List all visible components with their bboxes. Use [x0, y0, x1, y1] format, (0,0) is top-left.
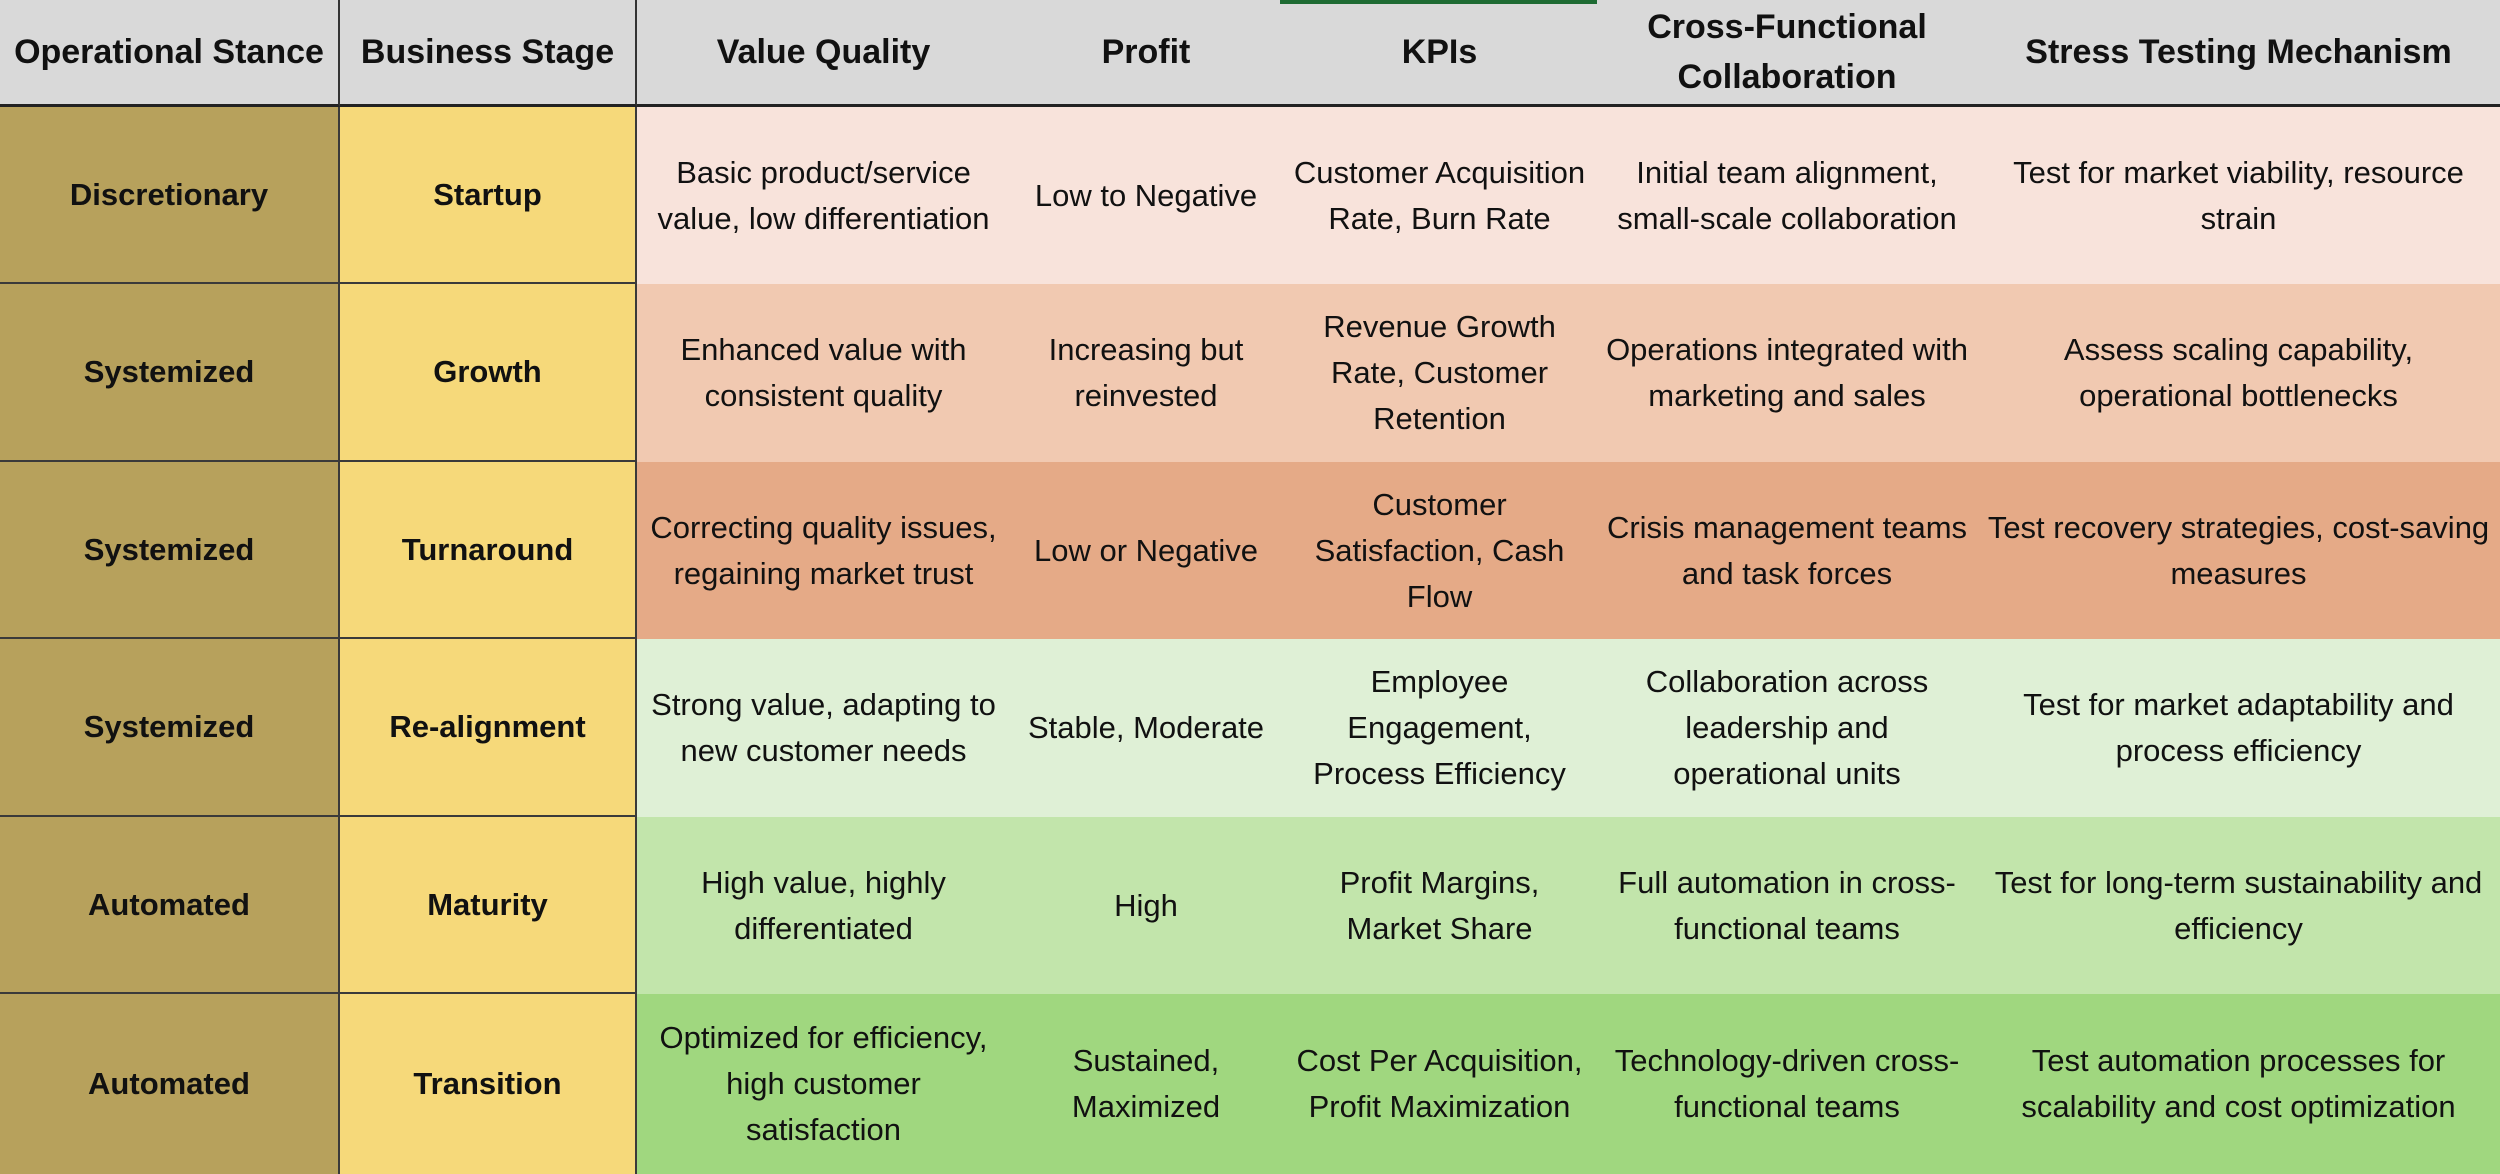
cell-collaboration-1[interactable]: Operations integrated with marketing and…	[1597, 284, 1977, 462]
header-operational-stance[interactable]: Operational Stance	[0, 0, 340, 107]
header-profit[interactable]: Profit	[1010, 0, 1282, 107]
cell-stress-testing-3[interactable]: Test for market adaptability and process…	[1977, 639, 2500, 817]
header-kpis[interactable]: KPIs	[1282, 0, 1597, 107]
cell-stance-3[interactable]: Systemized	[0, 639, 340, 817]
cell-stress-testing-1[interactable]: Assess scaling capability, operational b…	[1977, 284, 2500, 462]
cell-kpis-4[interactable]: Profit Margins, Market Share	[1282, 817, 1597, 994]
cell-profit-3[interactable]: Stable, Moderate	[1010, 639, 1282, 817]
cell-collaboration-5[interactable]: Technology-driven cross-functional teams	[1597, 994, 1977, 1174]
cell-kpis-2[interactable]: Customer Satisfaction, Cash Flow	[1282, 462, 1597, 639]
cell-stance-5[interactable]: Automated	[0, 994, 340, 1174]
cell-stress-testing-4[interactable]: Test for long-term sustainability and ef…	[1977, 817, 2500, 994]
cell-value-quality-2[interactable]: Correcting quality issues, regaining mar…	[637, 462, 1010, 639]
cell-collaboration-3[interactable]: Collaboration across leadership and oper…	[1597, 639, 1977, 817]
cell-profit-2[interactable]: Low or Negative	[1010, 462, 1282, 639]
cell-collaboration-0[interactable]: Initial team alignment, small-scale coll…	[1597, 107, 1977, 284]
cell-stress-testing-2[interactable]: Test recovery strategies, cost-saving me…	[1977, 462, 2500, 639]
cell-stance-0[interactable]: Discretionary	[0, 107, 340, 284]
cell-stance-2[interactable]: Systemized	[0, 462, 340, 639]
cell-collaboration-4[interactable]: Full automation in cross-functional team…	[1597, 817, 1977, 994]
cell-stage-5[interactable]: Transition	[340, 994, 637, 1174]
cell-stage-3[interactable]: Re-alignment	[340, 639, 637, 817]
cell-value-quality-1[interactable]: Enhanced value with consistent quality	[637, 284, 1010, 462]
cell-kpis-3[interactable]: Employee Engagement, Process Efficiency	[1282, 639, 1597, 817]
cell-stage-2[interactable]: Turnaround	[340, 462, 637, 639]
cell-profit-0[interactable]: Low to Negative	[1010, 107, 1282, 284]
cell-stage-4[interactable]: Maturity	[340, 817, 637, 994]
cell-value-quality-5[interactable]: Optimized for efficiency, high customer …	[637, 994, 1010, 1174]
cell-kpis-5[interactable]: Cost Per Acquisition, Profit Maximizatio…	[1282, 994, 1597, 1174]
cell-value-quality-3[interactable]: Strong value, adapting to new customer n…	[637, 639, 1010, 817]
cell-kpis-0[interactable]: Customer Acquisition Rate, Burn Rate	[1282, 107, 1597, 284]
cell-collaboration-2[interactable]: Crisis management teams and task forces	[1597, 462, 1977, 639]
header-business-stage[interactable]: Business Stage	[340, 0, 637, 107]
cell-value-quality-0[interactable]: Basic product/service value, low differe…	[637, 107, 1010, 284]
cell-kpis-1[interactable]: Revenue Growth Rate, Customer Retention	[1282, 284, 1597, 462]
cell-stage-0[interactable]: Startup	[340, 107, 637, 284]
selected-cell-accent	[1280, 0, 1597, 4]
cell-profit-1[interactable]: Increasing but reinvested	[1010, 284, 1282, 462]
cell-stress-testing-0[interactable]: Test for market viability, resource stra…	[1977, 107, 2500, 284]
cell-value-quality-4[interactable]: High value, highly differentiated	[637, 817, 1010, 994]
header-stress-testing-mechanism[interactable]: Stress Testing Mechanism	[1977, 0, 2500, 107]
cell-profit-4[interactable]: High	[1010, 817, 1282, 994]
cell-profit-5[interactable]: Sustained, Maximized	[1010, 994, 1282, 1174]
header-cross-functional-collaboration[interactable]: Cross-Functional Collaboration	[1597, 0, 1977, 107]
cell-stress-testing-5[interactable]: Test automation processes for scalabilit…	[1977, 994, 2500, 1174]
cell-stance-4[interactable]: Automated	[0, 817, 340, 994]
header-value-quality[interactable]: Value Quality	[637, 0, 1010, 107]
cell-stage-1[interactable]: Growth	[340, 284, 637, 462]
cell-stance-1[interactable]: Systemized	[0, 284, 340, 462]
